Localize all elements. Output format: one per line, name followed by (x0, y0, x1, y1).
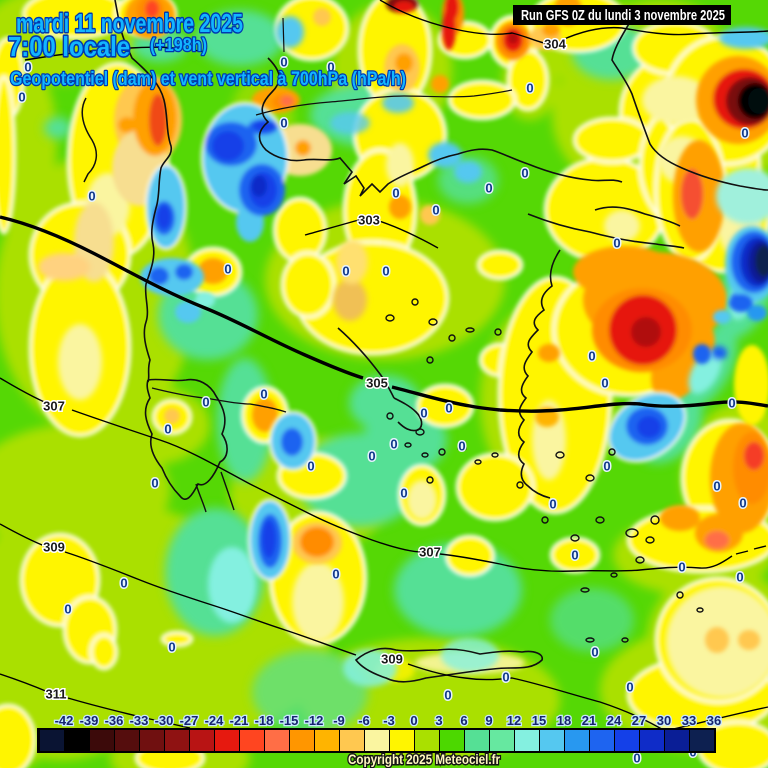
svg-text:0: 0 (332, 567, 339, 582)
svg-text:0: 0 (741, 126, 748, 141)
svg-text:0: 0 (588, 349, 595, 364)
svg-text:0: 0 (260, 387, 267, 402)
svg-text:0: 0 (400, 486, 407, 501)
svg-text:36: 36 (707, 713, 721, 728)
svg-text:0: 0 (342, 264, 349, 279)
svg-text:0: 0 (202, 395, 209, 410)
svg-text:mardi 11 novembre 2025: mardi 11 novembre 2025 (16, 8, 243, 38)
svg-text:-42: -42 (55, 713, 74, 728)
svg-text:(+198h): (+198h) (150, 35, 207, 55)
svg-text:-6: -6 (358, 713, 370, 728)
svg-text:9: 9 (485, 713, 492, 728)
svg-text:0: 0 (307, 459, 314, 474)
svg-text:0: 0 (549, 497, 556, 512)
svg-text:27: 27 (632, 713, 646, 728)
svg-text:Geopotentiel (dam) et vent ver: Geopotentiel (dam) et vent vertical à 70… (10, 69, 406, 90)
svg-text:0: 0 (603, 459, 610, 474)
svg-text:0: 0 (164, 422, 171, 437)
svg-text:0: 0 (626, 680, 633, 695)
svg-text:0: 0 (445, 401, 452, 416)
svg-text:0: 0 (485, 181, 492, 196)
svg-text:0: 0 (280, 116, 287, 131)
svg-text:311: 311 (46, 687, 67, 702)
svg-text:0: 0 (678, 560, 685, 575)
svg-text:12: 12 (507, 713, 521, 728)
svg-text:0: 0 (120, 576, 127, 591)
svg-text:0: 0 (410, 713, 417, 728)
svg-text:0: 0 (420, 406, 427, 421)
svg-text:7:00 locale: 7:00 locale (8, 31, 130, 62)
svg-text:0: 0 (458, 439, 465, 454)
svg-text:0: 0 (432, 203, 439, 218)
svg-text:0: 0 (633, 751, 640, 766)
svg-text:0: 0 (601, 376, 608, 391)
svg-text:0: 0 (88, 189, 95, 204)
svg-text:0: 0 (521, 166, 528, 181)
svg-text:0: 0 (224, 262, 231, 277)
svg-text:0: 0 (526, 81, 533, 96)
svg-text:-18: -18 (255, 713, 274, 728)
svg-text:0: 0 (168, 640, 175, 655)
svg-text:-33: -33 (130, 713, 149, 728)
svg-text:-24: -24 (205, 713, 225, 728)
svg-text:0: 0 (571, 548, 578, 563)
svg-text:0: 0 (18, 90, 25, 105)
svg-text:307: 307 (419, 545, 441, 560)
svg-text:30: 30 (657, 713, 671, 728)
svg-text:-27: -27 (180, 713, 199, 728)
svg-text:0: 0 (502, 670, 509, 685)
svg-text:0: 0 (728, 396, 735, 411)
svg-text:309: 309 (381, 652, 403, 667)
svg-text:-36: -36 (105, 713, 124, 728)
svg-text:0: 0 (392, 186, 399, 201)
svg-text:33: 33 (682, 713, 696, 728)
svg-text:0: 0 (24, 60, 31, 75)
svg-text:-15: -15 (280, 713, 299, 728)
svg-text:309: 309 (43, 540, 65, 555)
svg-text:Run GFS 0Z du lundi 3 novembre: Run GFS 0Z du lundi 3 novembre 2025 (521, 8, 725, 24)
svg-text:0: 0 (151, 476, 158, 491)
svg-text:305: 305 (366, 376, 388, 391)
svg-text:0: 0 (327, 60, 334, 75)
svg-text:-30: -30 (155, 713, 174, 728)
svg-text:0: 0 (64, 602, 71, 617)
svg-text:304: 304 (544, 37, 566, 52)
svg-text:0: 0 (444, 688, 451, 703)
svg-text:24: 24 (607, 713, 622, 728)
svg-text:0: 0 (280, 55, 287, 70)
svg-text:0: 0 (739, 496, 746, 511)
svg-text:-21: -21 (230, 713, 249, 728)
svg-text:0: 0 (713, 479, 720, 494)
svg-text:0: 0 (368, 449, 375, 464)
svg-text:307: 307 (43, 399, 65, 414)
svg-text:18: 18 (557, 713, 571, 728)
svg-text:-12: -12 (305, 713, 324, 728)
svg-text:3: 3 (435, 713, 442, 728)
svg-text:15: 15 (532, 713, 546, 728)
svg-text:-39: -39 (80, 713, 99, 728)
svg-text:0: 0 (613, 236, 620, 251)
svg-text:0: 0 (591, 645, 598, 660)
svg-text:0: 0 (736, 570, 743, 585)
svg-text:303: 303 (358, 213, 380, 228)
svg-text:Copyright 2025 Meteociel.fr: Copyright 2025 Meteociel.fr (348, 751, 500, 767)
svg-text:21: 21 (582, 713, 596, 728)
svg-text:-9: -9 (333, 713, 345, 728)
svg-text:6: 6 (460, 713, 467, 728)
svg-text:0: 0 (382, 264, 389, 279)
svg-text:0: 0 (390, 437, 397, 452)
svg-text:-3: -3 (383, 713, 395, 728)
